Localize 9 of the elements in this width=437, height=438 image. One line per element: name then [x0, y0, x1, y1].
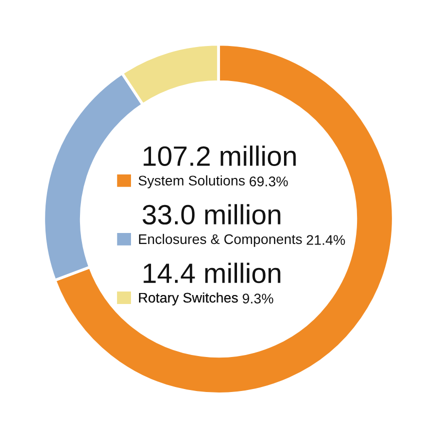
legend-label: System Solutions	[138, 175, 245, 188]
text: 21.4%	[306, 235, 345, 245]
text: 14.4 million	[144, 262, 280, 284]
text: 33.0 million	[142, 204, 280, 225]
legend-label: Rotary Switches	[139, 292, 238, 306]
legend-label: Enclosures & Components	[139, 234, 302, 247]
text: 9.3%	[242, 294, 274, 304]
text: 69.3%	[250, 176, 288, 186]
text: 107.2 million	[144, 146, 296, 166]
